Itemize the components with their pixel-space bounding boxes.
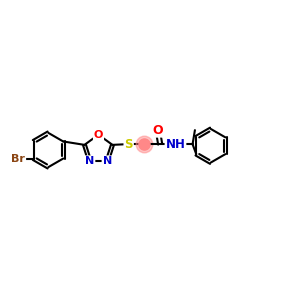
Text: N: N <box>103 156 112 166</box>
Text: N: N <box>85 156 94 166</box>
Text: S: S <box>124 138 133 151</box>
Text: Br: Br <box>11 154 25 164</box>
Text: O: O <box>94 130 103 140</box>
Text: NH: NH <box>166 138 185 151</box>
Text: O: O <box>152 124 163 136</box>
